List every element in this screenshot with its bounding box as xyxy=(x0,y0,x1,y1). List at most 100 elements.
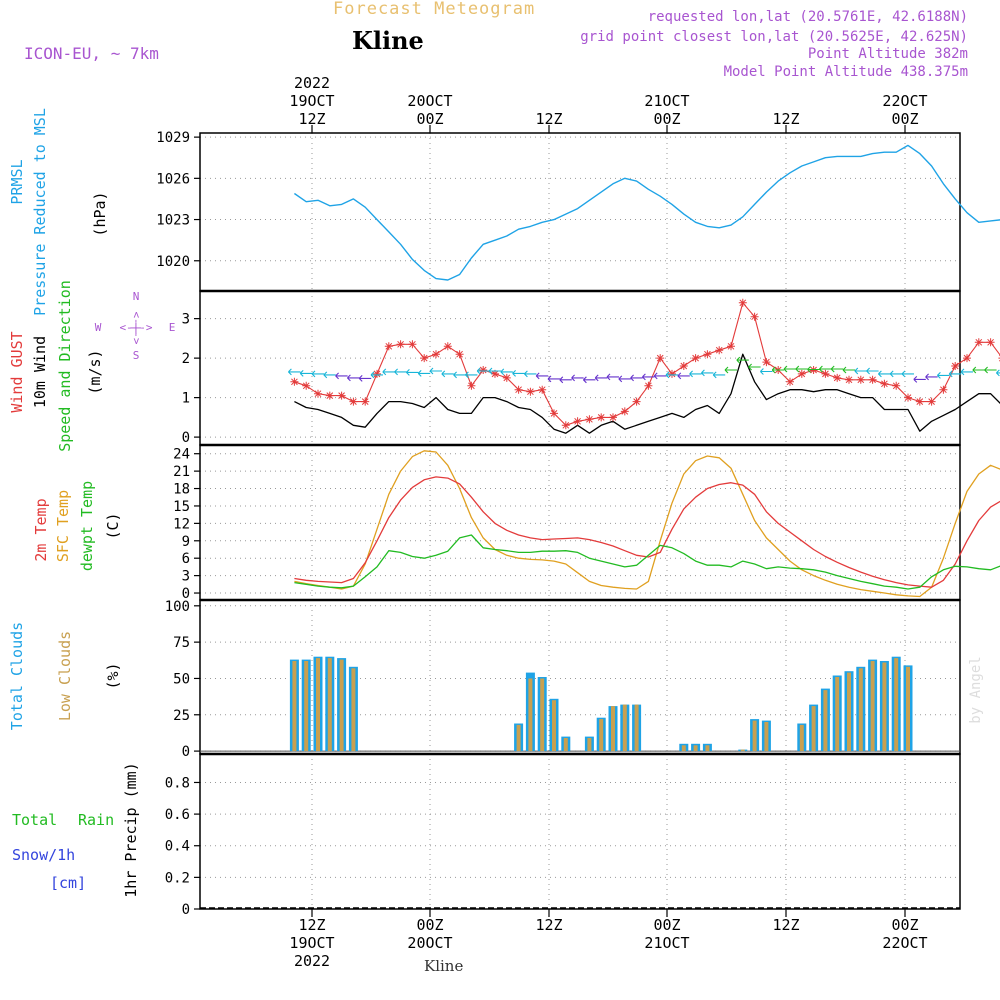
low-cloud-bar xyxy=(292,661,297,752)
wind-gust-marker xyxy=(361,397,370,406)
wind-direction-arrow xyxy=(948,370,962,378)
low-cloud-bar xyxy=(304,661,309,752)
wind-gust-marker xyxy=(892,381,901,390)
wind-gust-marker xyxy=(573,417,582,426)
wind-direction-arrow xyxy=(358,375,372,382)
legend-total: Total xyxy=(12,811,57,829)
wind-gust-marker xyxy=(951,362,960,370)
pressure-ylabel-long: Pressure Reduced to MSL xyxy=(31,108,49,316)
low-cloud-bar xyxy=(351,668,356,752)
wind-gust-marker xyxy=(904,393,912,402)
wind-direction-arrow xyxy=(972,366,985,374)
sfc-temp-ylabel: SFC Temp xyxy=(54,490,72,562)
wind-gust-marker xyxy=(644,381,653,390)
legend-snow: Snow/1h xyxy=(12,846,75,864)
pressure-ylabel-unit: (hPa) xyxy=(91,191,109,236)
wind-direction-arrow xyxy=(866,367,879,375)
wind-gust-marker xyxy=(384,342,393,351)
wind-gust-marker xyxy=(349,397,358,406)
wind-direction-arrow xyxy=(559,376,572,384)
top-time-label-2-0: 12Z xyxy=(535,110,562,128)
ytick-label-temperature-6: 18 xyxy=(173,482,190,498)
wind-gust-marker xyxy=(703,350,712,359)
wind-gust-marker xyxy=(526,387,535,396)
dewpt-temp-line xyxy=(294,534,1000,590)
wind-gust-marker xyxy=(797,369,806,378)
wind-direction-arrow xyxy=(618,375,631,383)
low-cloud-bar xyxy=(894,658,899,752)
wind-direction-arrow xyxy=(771,366,785,374)
wind-direction-arrow xyxy=(795,365,808,373)
top-time-label-4-0: 12Z xyxy=(772,110,799,128)
ytick-label-precip-3: 0.6 xyxy=(165,807,190,823)
wind-direction-arrow xyxy=(299,370,313,377)
wind-direction-arrow xyxy=(512,370,525,377)
wind-gust-marker xyxy=(491,369,499,378)
wind-direction-arrow xyxy=(901,370,914,378)
top-time-label-0-2: 12Z xyxy=(298,110,325,128)
temp-2m-ylabel: 2m Temp xyxy=(32,498,50,561)
top-time-label-1-0: 20OCT xyxy=(407,92,452,110)
wind-gust-marker xyxy=(550,409,558,418)
wind-gust-marker xyxy=(833,373,842,382)
top-time-label-5-1: 00Z xyxy=(891,110,918,128)
wind-gust-marker xyxy=(314,389,322,398)
label-layer: 202219OCT12Z12Z19OCT202220OCT00Z00Z20OCT… xyxy=(8,74,984,970)
wind-gust-marker xyxy=(373,369,381,378)
low-cloud-bar xyxy=(611,706,615,752)
wind-direction-arrow xyxy=(984,366,997,374)
ytick-label-pressure-0: 1020 xyxy=(156,254,190,270)
wind-direction-arrow xyxy=(476,367,490,375)
ytick-label-temperature-0: 0 xyxy=(182,586,190,602)
wind-gust-marker xyxy=(939,385,948,394)
wind-direction-arrow xyxy=(783,365,796,373)
wind-direction-arrow xyxy=(889,370,903,378)
ytick-label-wind-2: 2 xyxy=(182,351,190,367)
wind-direction-arrow xyxy=(535,372,549,380)
wind-direction-arrow xyxy=(689,370,702,378)
top-time-label-0-1: 19OCT xyxy=(289,92,334,110)
wind-direction-arrow xyxy=(925,373,938,381)
wind-direction-arrow xyxy=(441,370,454,378)
top-time-label-5-0: 22OCT xyxy=(882,92,927,110)
wind-direction-arrow xyxy=(417,370,431,377)
wind-gust-marker xyxy=(561,421,570,430)
series-layer xyxy=(288,144,1000,752)
compass-w: W xyxy=(95,321,102,334)
low-cloud-bar xyxy=(681,745,686,752)
wind-direction-arrow xyxy=(665,371,678,379)
wind-gust-marker xyxy=(727,342,735,351)
wind-direction-arrow xyxy=(288,368,301,376)
watermark: by Angel xyxy=(968,656,984,723)
panel-frame-temperature xyxy=(199,444,961,601)
bottom-time-label-5-0: 00Z xyxy=(891,916,918,934)
ytick-label-pressure-3: 1029 xyxy=(156,130,190,146)
closest-coords: grid point closest lon,lat (20.5625E, 42… xyxy=(580,29,968,45)
wind-direction-arrow xyxy=(830,365,844,373)
low-cloud-bar xyxy=(764,722,769,752)
wind-gust-marker xyxy=(609,413,617,422)
wind-direction-arrow xyxy=(571,374,584,382)
wind-direction-arrow xyxy=(712,371,726,379)
wind-direction-arrow xyxy=(878,370,891,378)
bottom-time-label-4-0: 12Z xyxy=(772,916,799,934)
wind-gust-marker xyxy=(927,397,936,406)
low-cloud-bar xyxy=(339,659,344,752)
bottom-time-label-1-0: 00Z xyxy=(416,916,443,934)
wind-gust-marker xyxy=(479,366,488,374)
wind-gust-marker xyxy=(868,375,877,384)
wind-gust-marker xyxy=(443,342,452,351)
wind-direction-arrow xyxy=(642,373,655,381)
low-cloud-bar xyxy=(316,658,320,752)
panel-frames xyxy=(199,132,961,910)
requested-coords: requested lon,lat (20.5761E, 42.6188N) xyxy=(647,9,968,25)
low-cloud-bar xyxy=(599,719,604,752)
wind-direction-arrow xyxy=(748,363,761,371)
clouds-unit-ylabel: (%) xyxy=(104,662,122,689)
forecast-title: Forecast Meteogram xyxy=(333,0,536,19)
wind-direction-arrow xyxy=(547,375,560,383)
wind-gust-marker xyxy=(396,340,405,349)
wind-gust-marker xyxy=(290,377,299,386)
wind-direction-arrow xyxy=(606,373,619,381)
wind-direction-arrow xyxy=(394,368,407,376)
